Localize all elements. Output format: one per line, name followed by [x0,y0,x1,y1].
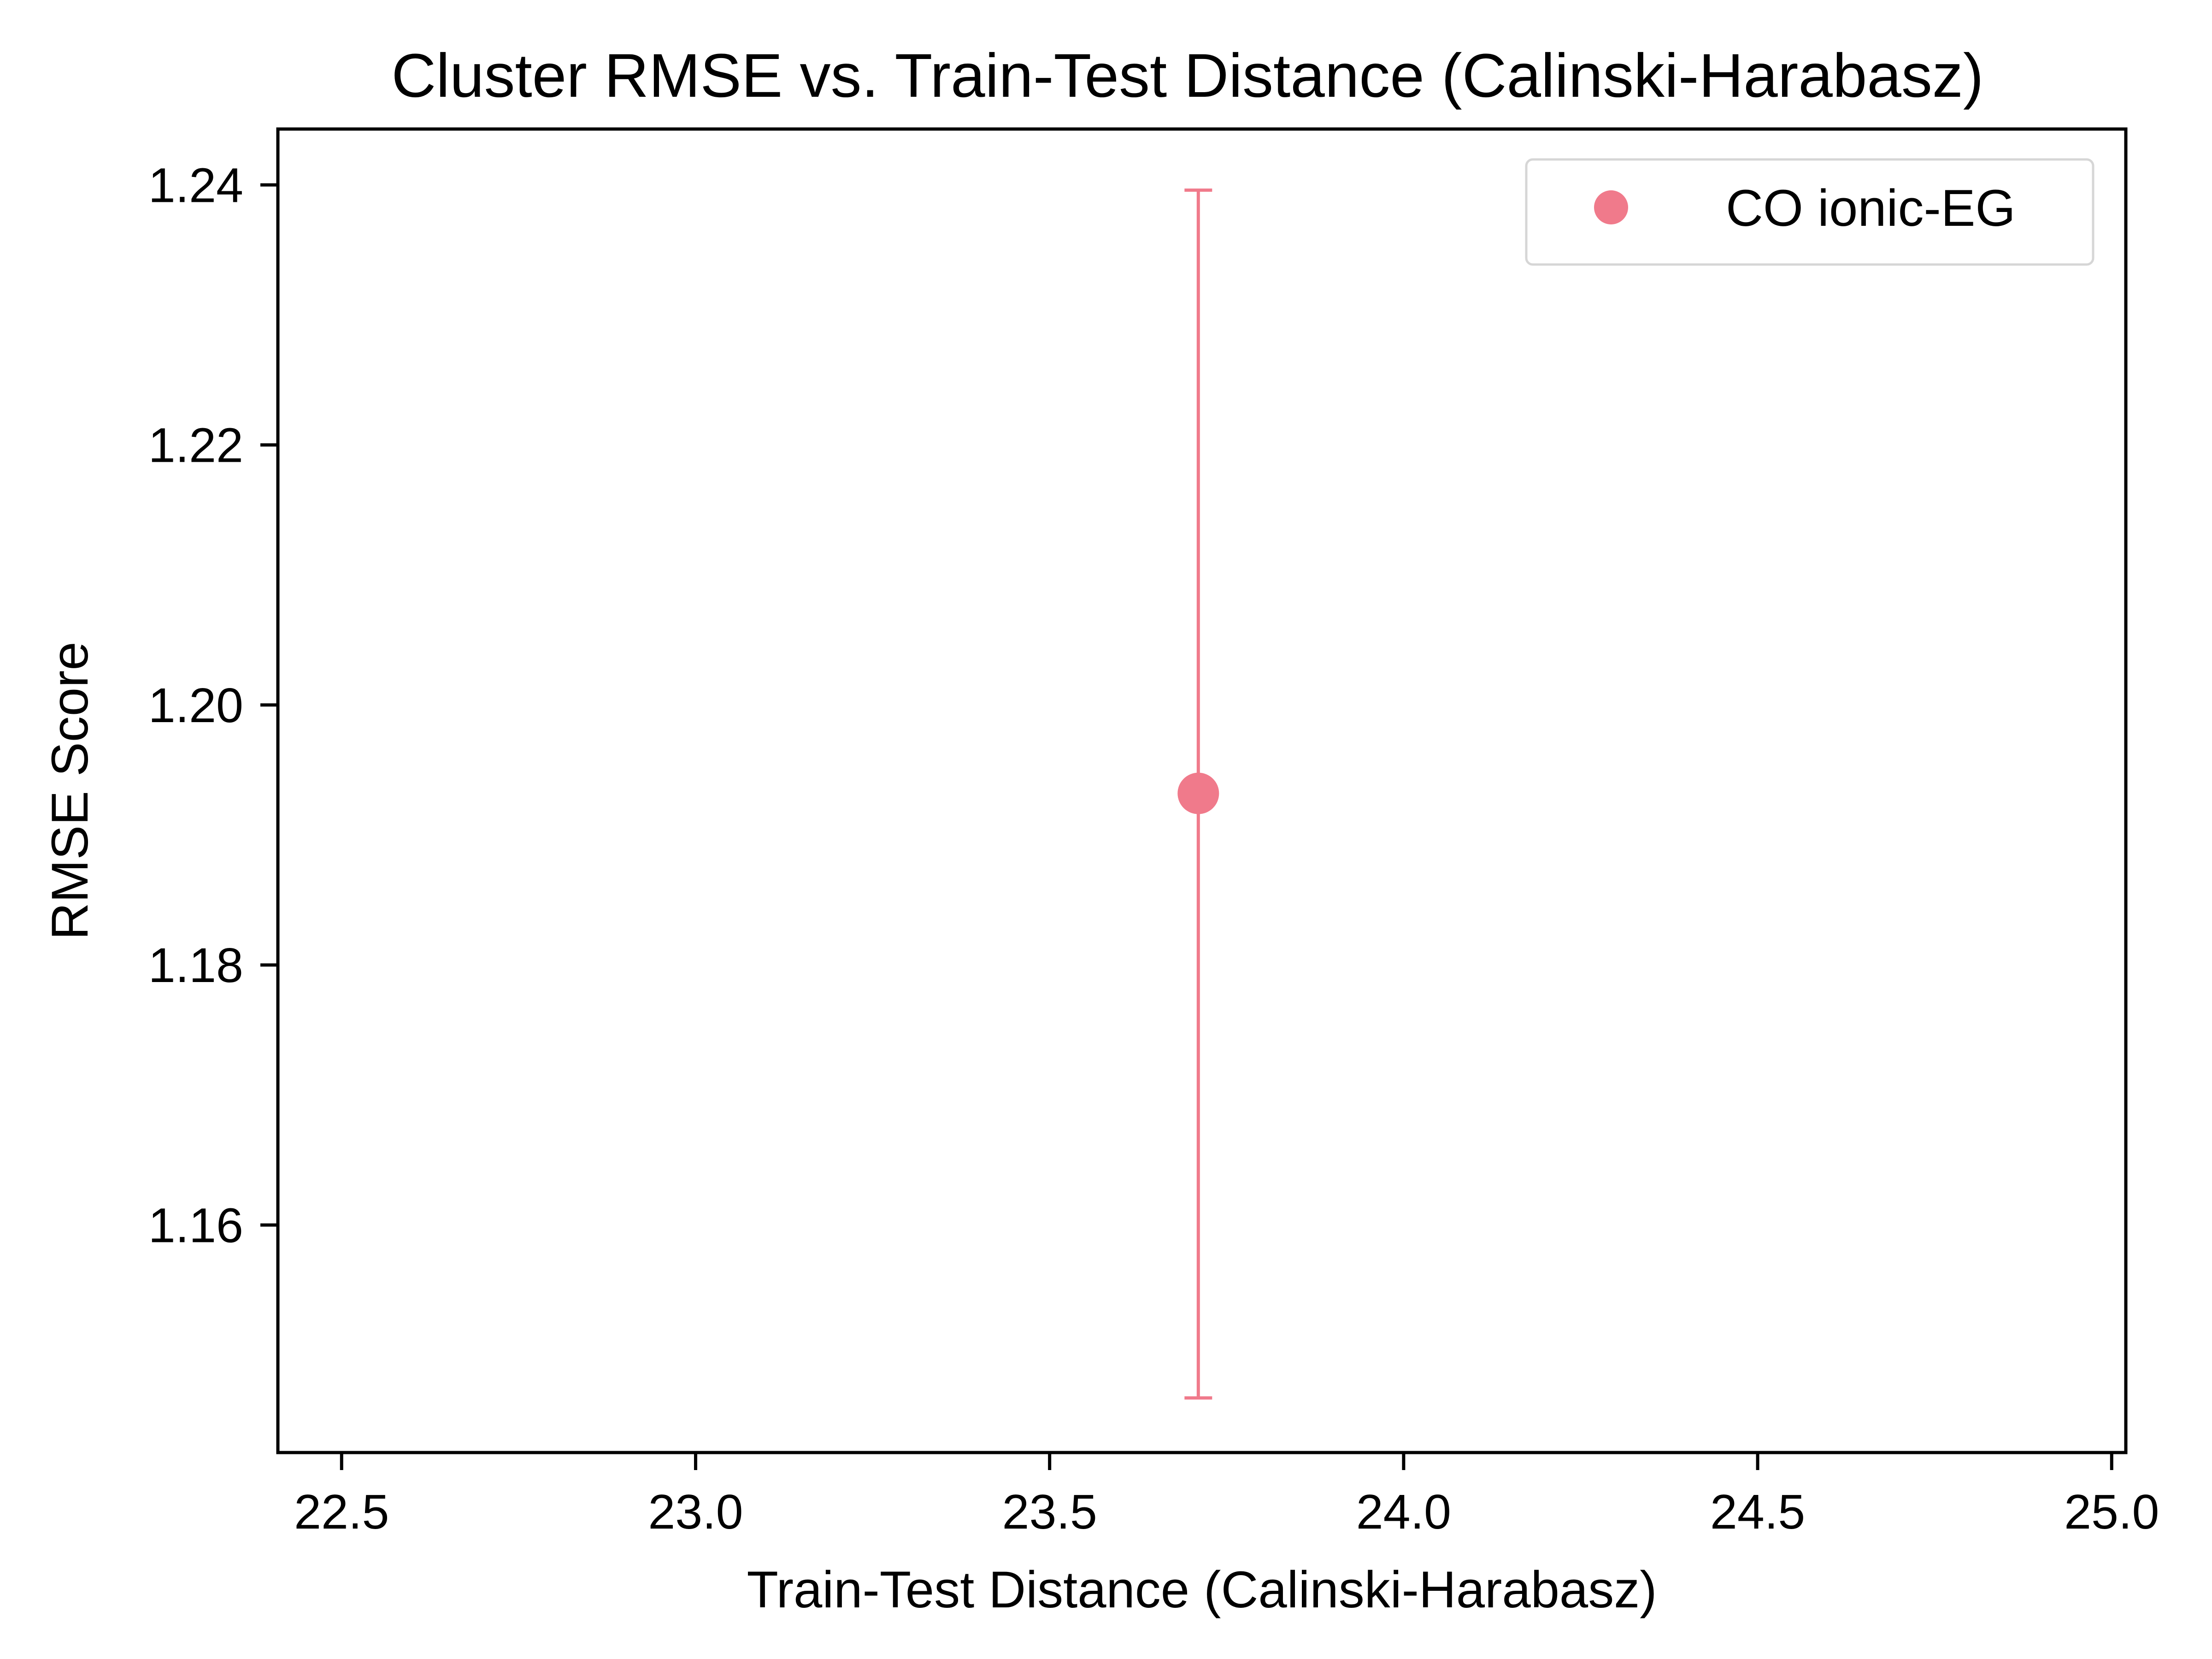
data-point [1177,772,1219,814]
y-axis: 1.16 1.18 1.20 1.22 1.24 [148,158,278,1253]
series-layer [1177,188,1219,1400]
x-tick-label: 22.5 [294,1485,389,1539]
legend: CO ionic-EG [1525,158,2094,266]
x-axis-label: Train-Test Distance (Calinski-Harabasz) [747,1561,1657,1618]
y-axis-label: RMSE Score [41,641,99,940]
plot-area [276,127,2128,1454]
x-tick-label: 23.0 [648,1485,743,1539]
x-tick-label: 23.5 [1002,1485,1097,1539]
y-tick-label: 1.18 [148,938,243,993]
y-tick-label: 1.20 [148,678,243,733]
x-tick-label: 25.0 [2064,1485,2159,1539]
x-tick-label: 24.0 [1356,1485,1451,1539]
x-tick-label: 24.5 [1710,1485,1805,1539]
legend-box [1525,158,2094,266]
chart-title: Cluster RMSE vs. Train-Test Distance (Ca… [391,41,1983,110]
plot-frame [276,127,2128,1454]
y-tick-label: 1.22 [148,418,243,473]
legend-marker [1594,190,1628,224]
y-tick-label: 1.24 [148,158,243,212]
legend-series-label: CO ionic-EG [1726,179,2016,237]
x-axis: 22.5 23.0 23.5 24.0 24.5 25.0 [294,1453,2159,1539]
y-tick-label: 1.16 [148,1198,243,1253]
